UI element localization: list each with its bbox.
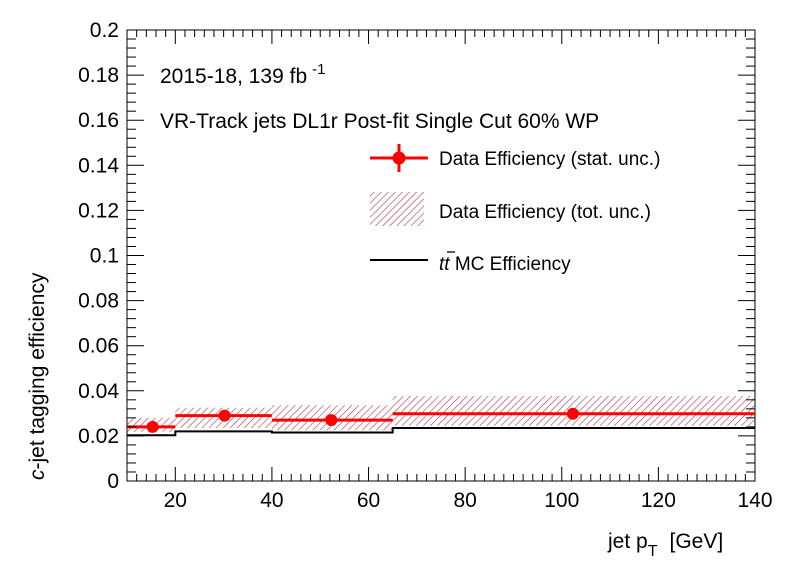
data-point-0 bbox=[146, 420, 159, 433]
mc-efficiency-series bbox=[127, 427, 755, 437]
x-tick-label-1: 40 bbox=[260, 489, 283, 512]
x-axis-label-main: jet p bbox=[607, 530, 648, 553]
y-tick-label-6: 0.12 bbox=[78, 199, 119, 222]
y-tick-label-5: 0.1 bbox=[90, 245, 119, 268]
x-tick-label-6: 140 bbox=[737, 489, 772, 512]
lumi-superscript: -1 bbox=[312, 61, 325, 78]
x-axis-label-unit: [GeV] bbox=[669, 530, 723, 553]
x-tick-label-0: 20 bbox=[164, 489, 187, 512]
y-tick-label-2: 0.04 bbox=[78, 380, 119, 403]
data-efficiency-series bbox=[127, 407, 755, 433]
legend-mc-tbar: t bbox=[444, 254, 450, 275]
legend-entry-data-tot: Data Efficiency (tot. unc.) bbox=[370, 192, 651, 226]
data-point-3 bbox=[566, 407, 579, 420]
legend-mc-t: t bbox=[439, 254, 445, 275]
y-axis: 0 0.02 0.04 0.06 0.08 0.1 0.12 0.14 0.16 0.18 0.2 bbox=[78, 19, 755, 493]
x-tick-label-4: 100 bbox=[544, 489, 579, 512]
y-axis-label-italic: c bbox=[26, 469, 49, 480]
data-point-1 bbox=[218, 409, 231, 422]
legend-label-data-stat: Data Efficiency (stat. unc.) bbox=[439, 149, 660, 170]
legend-entry-data-stat: Data Efficiency (stat. unc.) bbox=[370, 144, 660, 172]
x-tick-label-2: 60 bbox=[357, 489, 380, 512]
x-axis-label: jet pT [GeV] bbox=[607, 530, 723, 560]
y-tick-label-7: 0.14 bbox=[78, 154, 119, 177]
y-tick-label-3: 0.06 bbox=[78, 335, 119, 358]
y-tick-label-0: 0 bbox=[107, 470, 119, 493]
y-tick-label-1: 0.02 bbox=[78, 425, 119, 448]
x-tick-label-3: 80 bbox=[453, 489, 476, 512]
legend-marker-dot bbox=[392, 151, 406, 165]
legend-entry-mc: tt MC Efficiency bbox=[370, 251, 571, 275]
data-point-2 bbox=[325, 414, 338, 427]
legend: Data Efficiency (stat. unc.) Data Effici… bbox=[370, 144, 660, 275]
legend-label-mc: tt MC Efficiency bbox=[439, 254, 571, 275]
mc-efficiency-line bbox=[127, 427, 755, 437]
lumi-annotation: 2015-18, 139 fb -1 bbox=[160, 61, 325, 88]
legend-label-data-tot: Data Efficiency (tot. unc.) bbox=[439, 202, 651, 223]
selection-annotation: VR-Track jets DL1r Post-fit Single Cut 6… bbox=[160, 110, 599, 133]
x-axis: 20 40 60 80 100 120 140 bbox=[126, 30, 773, 512]
y-tick-label-4: 0.08 bbox=[78, 290, 119, 313]
legend-hatch-swatch bbox=[370, 192, 424, 226]
lumi-text: 2015-18, 139 fb bbox=[160, 65, 307, 88]
y-axis-label: c-jet tagging efficiency bbox=[26, 272, 49, 480]
x-tick-label-5: 120 bbox=[641, 489, 676, 512]
x-axis-label-sub: T bbox=[648, 543, 658, 560]
y-tick-label-10: 0.2 bbox=[90, 19, 119, 42]
y-axis-label-rest: -jet tagging efficiency bbox=[26, 272, 49, 469]
y-tick-label-9: 0.18 bbox=[78, 64, 119, 87]
legend-mc-suffix: MC Efficiency bbox=[450, 254, 572, 275]
y-tick-label-8: 0.16 bbox=[78, 109, 119, 132]
